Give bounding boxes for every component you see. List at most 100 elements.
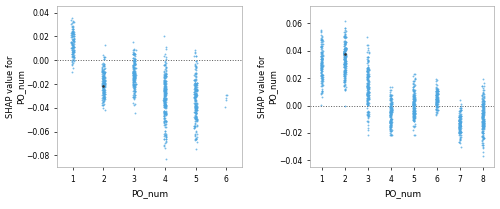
Point: [364, 91, 372, 95]
Point: [70, 32, 78, 35]
Point: [191, 62, 199, 66]
Point: [386, 96, 394, 99]
Point: [192, 107, 200, 110]
Point: [340, 61, 348, 65]
Point: [456, 121, 464, 124]
Point: [160, 110, 168, 113]
Point: [388, 127, 396, 131]
Point: [162, 90, 170, 94]
Point: [340, 54, 348, 57]
Point: [410, 72, 418, 76]
Point: [434, 98, 442, 101]
Point: [317, 74, 325, 77]
Point: [387, 97, 395, 100]
Point: [340, 84, 348, 88]
Point: [160, 101, 168, 104]
Point: [68, 55, 76, 58]
Point: [409, 87, 417, 90]
Point: [100, 88, 108, 91]
Point: [387, 106, 395, 110]
Point: [68, 49, 76, 52]
Point: [433, 93, 441, 96]
Point: [456, 125, 464, 128]
Point: [480, 94, 488, 98]
Point: [68, 32, 76, 35]
Point: [478, 102, 486, 106]
Point: [432, 106, 440, 109]
Point: [364, 69, 372, 73]
Point: [131, 89, 139, 92]
Point: [410, 106, 418, 109]
Point: [364, 79, 372, 83]
Point: [193, 82, 201, 85]
Point: [100, 71, 108, 74]
Point: [317, 62, 325, 65]
Point: [101, 79, 109, 83]
Point: [100, 84, 108, 87]
Point: [100, 90, 108, 93]
Point: [70, 60, 78, 63]
Point: [456, 128, 464, 131]
Point: [364, 87, 372, 91]
Point: [318, 65, 326, 68]
Point: [455, 110, 463, 113]
Point: [340, 83, 348, 86]
Point: [410, 126, 418, 129]
Point: [318, 61, 326, 64]
Point: [318, 89, 326, 93]
Point: [68, 53, 76, 56]
Point: [162, 97, 170, 100]
Point: [432, 101, 440, 104]
Point: [388, 133, 396, 137]
Point: [410, 89, 418, 93]
Point: [160, 104, 168, 107]
Point: [191, 110, 199, 113]
Point: [317, 56, 325, 59]
Point: [364, 61, 372, 64]
Point: [456, 122, 464, 125]
Point: [479, 123, 487, 127]
Point: [340, 60, 348, 63]
Point: [317, 41, 325, 44]
Point: [410, 112, 418, 115]
Point: [160, 123, 168, 126]
Point: [130, 80, 138, 84]
Point: [434, 89, 442, 92]
Point: [480, 125, 488, 128]
Point: [98, 84, 106, 87]
Point: [132, 48, 140, 51]
Point: [480, 123, 488, 126]
Point: [340, 47, 348, 50]
Point: [364, 83, 372, 86]
Point: [479, 125, 487, 129]
Point: [130, 78, 138, 82]
Point: [387, 105, 395, 108]
Point: [434, 93, 442, 96]
Point: [70, 58, 78, 61]
Point: [410, 117, 418, 120]
Point: [161, 126, 169, 129]
Point: [456, 117, 464, 121]
Y-axis label: SHAP value for
PO_num: SHAP value for PO_num: [6, 55, 25, 118]
Point: [98, 94, 106, 97]
Point: [480, 119, 488, 122]
Point: [410, 114, 418, 117]
Point: [457, 121, 465, 124]
Point: [363, 73, 371, 76]
Point: [386, 86, 394, 89]
Point: [456, 126, 464, 130]
Point: [434, 97, 442, 100]
Point: [100, 78, 108, 81]
Point: [100, 92, 108, 96]
Point: [434, 100, 442, 103]
Point: [193, 108, 201, 112]
Point: [161, 87, 169, 91]
Point: [341, 58, 349, 61]
Point: [434, 97, 442, 100]
Point: [130, 76, 138, 79]
Point: [132, 62, 140, 65]
Point: [191, 110, 199, 113]
Point: [162, 105, 170, 108]
Point: [478, 118, 486, 121]
Point: [130, 84, 138, 88]
